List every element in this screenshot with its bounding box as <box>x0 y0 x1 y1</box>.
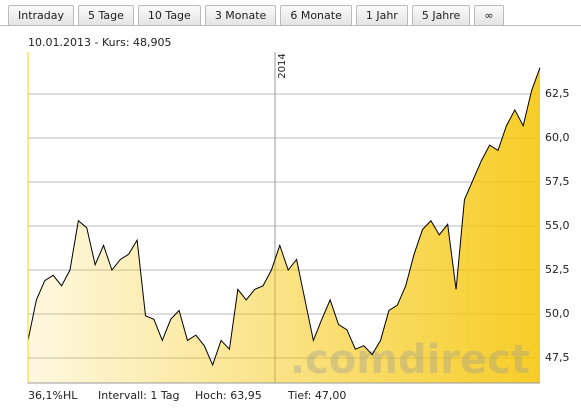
tab[interactable]: 5 Jahre <box>411 5 471 25</box>
info-text: 10.01.2013 - Kurs: 48,905 <box>28 36 172 49</box>
watermark: .comdirect <box>290 337 530 383</box>
price-line <box>27 67 541 367</box>
footer-stat: Tief: 47,00 <box>287 389 346 402</box>
tab[interactable]: 3 Monate <box>204 5 277 25</box>
y-tick-label: 55,0 <box>545 219 570 232</box>
tab[interactable]: 5 Tage <box>78 5 134 25</box>
year-label: 2014 <box>277 53 288 78</box>
footer-stat: Intervall: 1 Tag <box>98 389 180 402</box>
tab[interactable]: 1 Jahr <box>355 5 408 25</box>
tab-underline <box>0 25 581 26</box>
tab[interactable]: Intraday <box>8 5 75 25</box>
y-tick-label: 52,5 <box>545 263 570 276</box>
area <box>28 67 540 384</box>
y-tick-label: 60,0 <box>545 131 570 144</box>
tab[interactable]: ∞ <box>474 5 504 25</box>
y-tick-label: 62,5 <box>545 87 570 100</box>
tab[interactable]: 10 Tage <box>137 5 201 25</box>
footer-stat: 36,1%HL <box>28 389 78 402</box>
y-tick-label: 57,5 <box>545 175 570 188</box>
tab[interactable]: 6 Monate <box>280 5 352 25</box>
y-tick-label: 47,5 <box>545 351 570 364</box>
footer-stat: Hoch: 63,95 <box>195 389 262 402</box>
y-tick-label: 50,0 <box>545 307 570 320</box>
tab-bar: Intraday 5 Tage 10 Tage 3 Monate 6 Monate 1 J… <box>8 5 504 25</box>
